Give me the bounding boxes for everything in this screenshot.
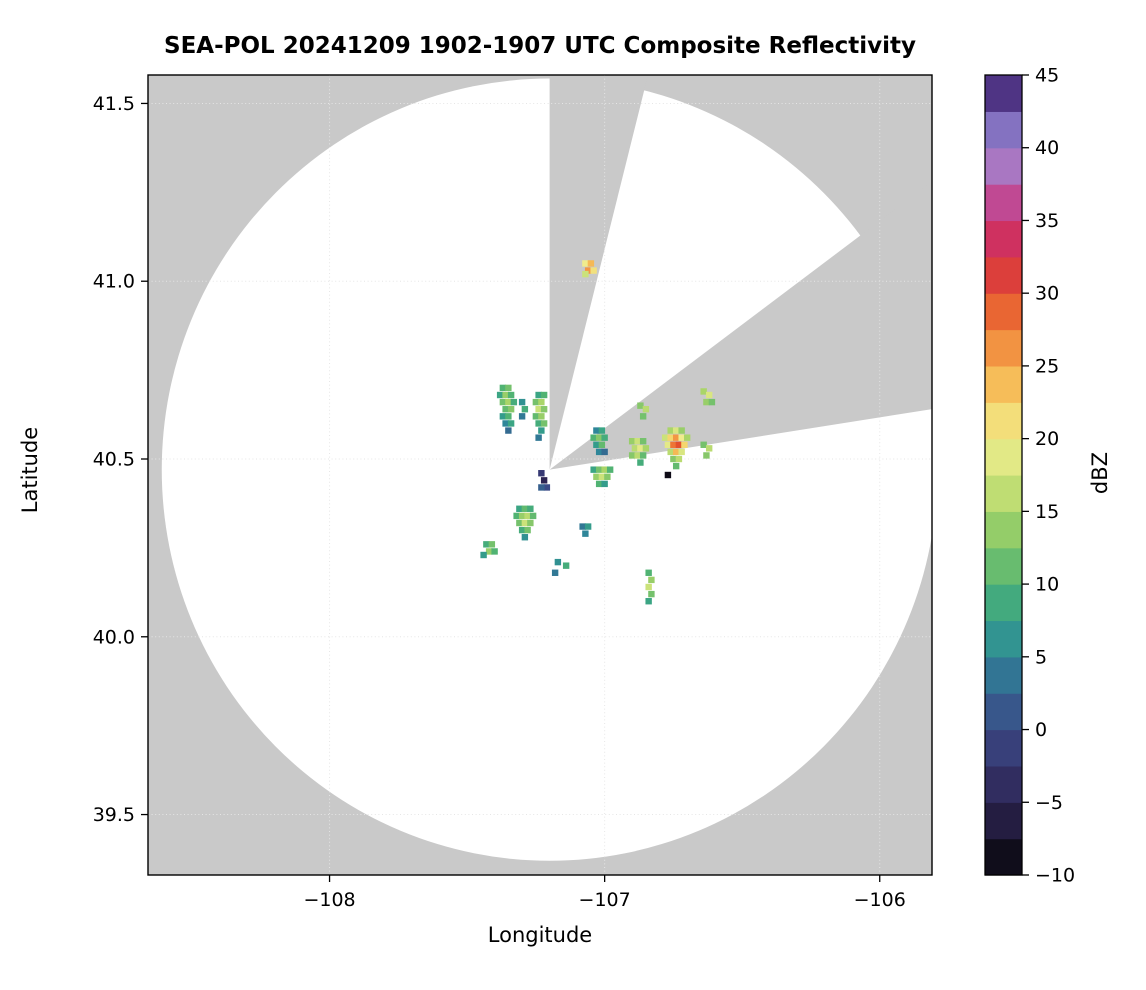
svg-text:5: 5 — [1035, 646, 1047, 668]
svg-text:25: 25 — [1035, 355, 1059, 377]
svg-text:20: 20 — [1035, 428, 1059, 450]
svg-text:−5: −5 — [1035, 792, 1063, 814]
blocked-sector-wedge — [549, 75, 649, 470]
svg-text:41.0: 41.0 — [93, 271, 135, 293]
plot-border — [147, 74, 933, 876]
colorbar: −10 −5 0 5 10 15 20 25 30 35 40 45 — [984, 65, 1075, 887]
svg-text:−10: −10 — [1035, 865, 1075, 887]
svg-text:40.0: 40.0 — [93, 626, 135, 648]
plot-area — [148, 75, 932, 875]
y-axis-label: Latitude — [18, 426, 42, 514]
blocked-sector-wedge — [549, 181, 932, 470]
svg-text:40.5: 40.5 — [93, 449, 135, 471]
reflectivity-echoes — [480, 260, 716, 605]
y-axis-ticks: 39.5 40.0 40.5 41.0 41.5 — [93, 93, 148, 826]
svg-text:39.5: 39.5 — [93, 804, 135, 826]
svg-text:35: 35 — [1035, 210, 1059, 232]
svg-text:−107: −107 — [579, 889, 631, 911]
svg-text:−108: −108 — [303, 889, 355, 911]
svg-text:40: 40 — [1035, 137, 1059, 159]
x-axis-ticks: −108 −107 −106 — [303, 875, 906, 911]
chart-title: SEA-POL 20241209 1902-1907 UTC Composite… — [164, 33, 916, 59]
svg-text:45: 45 — [1035, 65, 1059, 87]
x-axis-label: Longitude — [487, 923, 593, 947]
colorbar-ticks: −10 −5 0 5 10 15 20 25 30 35 40 45 — [1022, 65, 1075, 887]
svg-text:−106: −106 — [854, 889, 906, 911]
svg-text:15: 15 — [1035, 501, 1059, 523]
svg-text:0: 0 — [1035, 719, 1047, 741]
svg-text:30: 30 — [1035, 283, 1059, 305]
radar-coverage-circle — [161, 78, 932, 861]
svg-text:41.5: 41.5 — [93, 93, 135, 115]
colorbar-border — [984, 74, 1023, 876]
colorbar-label: dBZ — [1088, 451, 1112, 495]
svg-text:10: 10 — [1035, 574, 1059, 596]
